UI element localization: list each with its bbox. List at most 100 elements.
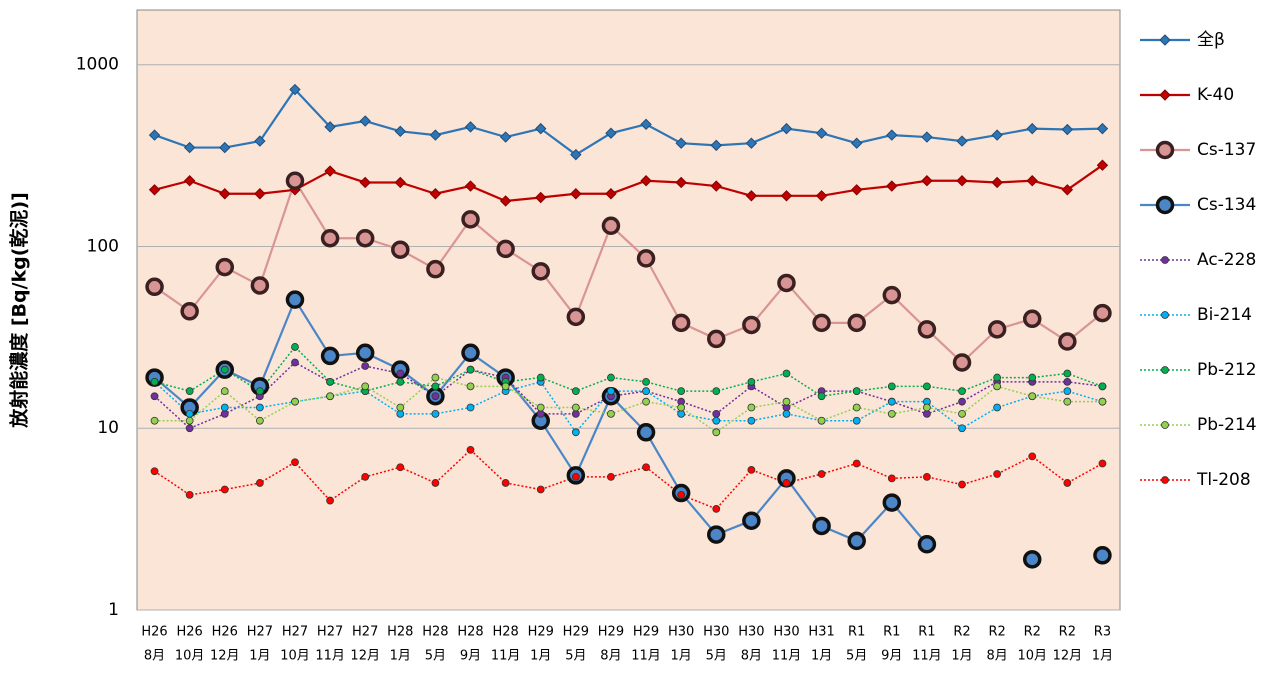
- data-point: [601, 216, 621, 236]
- legend-marker: [1159, 34, 1171, 46]
- data-point: [712, 409, 721, 418]
- data-point: [815, 127, 828, 139]
- data-point: [847, 531, 866, 551]
- data-point: [850, 184, 863, 196]
- data-point: [605, 127, 617, 139]
- data-point: [671, 313, 691, 333]
- data-point: [782, 479, 791, 487]
- series-line: [154, 376, 1103, 434]
- data-point: [780, 122, 793, 135]
- x-tick-label: H26: [212, 625, 238, 640]
- data-point: [817, 392, 826, 401]
- x-tick-label: 11月: [315, 649, 345, 664]
- data-point: [220, 387, 229, 396]
- x-tick-label: H29: [563, 625, 589, 640]
- x-tick-label: 8月: [986, 649, 1007, 664]
- series-line: [154, 448, 1103, 510]
- data-point: [1098, 397, 1107, 406]
- x-tick-label: H30: [773, 625, 799, 640]
- data-point: [289, 83, 301, 96]
- x-tick-label: 11月: [772, 649, 802, 664]
- data-point: [1022, 550, 1042, 569]
- x-tick-label: 12月: [350, 649, 380, 664]
- data-point: [255, 387, 264, 396]
- data-point: [355, 228, 375, 248]
- data-point: [1093, 303, 1112, 323]
- data-point: [291, 343, 299, 351]
- data-point: [958, 387, 966, 396]
- x-tick-label: 1月: [1092, 649, 1113, 664]
- x-tick-label: H28: [457, 625, 483, 640]
- data-point: [607, 387, 615, 396]
- data-point: [324, 165, 336, 177]
- data-point: [642, 387, 650, 396]
- data-point: [571, 472, 580, 481]
- data-point: [429, 129, 442, 141]
- legend-label: Cs-134: [1197, 195, 1256, 215]
- data-point: [291, 397, 299, 406]
- x-tick-label: H28: [387, 625, 413, 640]
- data-point: [607, 409, 615, 418]
- data-point: [707, 525, 726, 544]
- data-point: [852, 459, 861, 468]
- legend-marker: [1161, 476, 1169, 484]
- x-tick-label: 12月: [1053, 649, 1083, 664]
- data-point: [571, 403, 580, 412]
- data-point: [780, 190, 793, 202]
- data-point: [747, 465, 756, 474]
- x-tick-label: 10月: [175, 649, 205, 664]
- data-point: [326, 377, 334, 386]
- data-point: [745, 190, 758, 202]
- data-point: [570, 148, 582, 161]
- x-tick-label: H31: [808, 625, 834, 640]
- x-tick-label: 1月: [249, 649, 270, 664]
- data-point: [675, 176, 687, 189]
- series-line: [154, 164, 1104, 203]
- data-point: [396, 463, 405, 472]
- x-tick-label: 5月: [706, 649, 727, 664]
- data-point: [747, 403, 756, 412]
- data-point: [361, 362, 370, 370]
- data-point: [993, 373, 1002, 382]
- x-tick-label: H28: [422, 625, 448, 640]
- x-tick-label: R2: [988, 625, 1005, 640]
- data-point: [566, 307, 586, 327]
- data-point: [148, 129, 161, 141]
- x-tick-label: H26: [176, 625, 202, 640]
- data-point: [882, 285, 902, 305]
- series-line: [153, 178, 1104, 365]
- data-point: [1058, 332, 1077, 351]
- data-point: [431, 479, 440, 487]
- data-point: [255, 403, 264, 412]
- data-point: [571, 387, 580, 396]
- data-point: [254, 188, 266, 200]
- series-line: [154, 380, 1103, 434]
- x-tick-label: 1月: [530, 649, 551, 664]
- data-point: [677, 490, 686, 499]
- data-point: [185, 416, 194, 425]
- data-point: [887, 382, 896, 391]
- data-point: [461, 210, 480, 229]
- data-point: [815, 190, 828, 202]
- data-point: [536, 373, 545, 382]
- data-point: [185, 424, 194, 433]
- data-point: [396, 369, 405, 378]
- data-point: [605, 188, 617, 200]
- data-point: [1063, 369, 1072, 378]
- y-tick-label: 100: [87, 236, 119, 256]
- data-point: [355, 343, 375, 363]
- data-point: [255, 479, 264, 487]
- legend-marker: [1155, 140, 1175, 160]
- data-point: [570, 188, 582, 200]
- data-point: [499, 195, 512, 207]
- data-point: [255, 416, 264, 425]
- data-point: [782, 369, 791, 378]
- data-point: [150, 416, 159, 425]
- data-point: [923, 472, 931, 481]
- plot-area: [136, 9, 1121, 611]
- data-point: [887, 397, 896, 406]
- data-point: [291, 458, 299, 467]
- x-tick-label: H30: [668, 625, 694, 640]
- legend-marker: [1161, 366, 1169, 374]
- data-point: [852, 387, 861, 396]
